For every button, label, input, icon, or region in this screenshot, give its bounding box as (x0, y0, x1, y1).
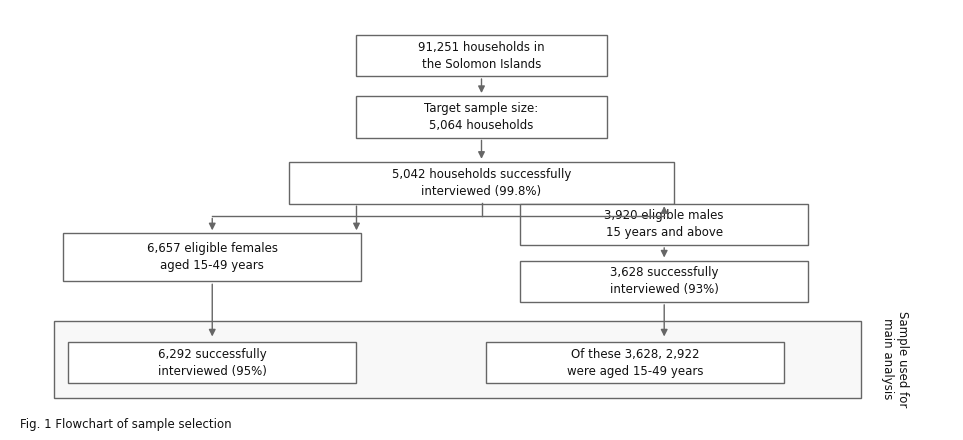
Text: 91,251 households in
the Solomon Islands: 91,251 households in the Solomon Islands (418, 40, 545, 70)
Text: 6,657 eligible females
aged 15-49 years: 6,657 eligible females aged 15-49 years (146, 242, 277, 272)
Bar (68, 342, 356, 383)
Text: 3,628 successfully
interviewed (93%): 3,628 successfully interviewed (93%) (610, 266, 718, 297)
Text: Of these 3,628, 2,922
were aged 15-49 years: Of these 3,628, 2,922 were aged 15-49 ye… (567, 348, 704, 378)
Bar (520, 260, 809, 302)
Text: Fig. 1 Flowchart of sample selection: Fig. 1 Flowchart of sample selection (20, 418, 231, 431)
Text: Target sample size:
5,064 households: Target sample size: 5,064 households (425, 102, 538, 132)
Bar (54, 321, 861, 398)
Text: Sample used for
main analysis: Sample used for main analysis (881, 311, 909, 407)
Bar (64, 233, 361, 282)
Bar (486, 342, 785, 383)
Text: 5,042 households successfully
interviewed (99.8%): 5,042 households successfully interviewe… (392, 168, 571, 198)
Text: 3,920 eligible males
15 years and above: 3,920 eligible males 15 years and above (605, 209, 724, 239)
Bar (520, 204, 809, 245)
Text: 6,292 successfully
interviewed (95%): 6,292 successfully interviewed (95%) (158, 348, 267, 378)
Bar (356, 96, 607, 138)
Bar (356, 35, 607, 77)
Bar (289, 162, 674, 204)
